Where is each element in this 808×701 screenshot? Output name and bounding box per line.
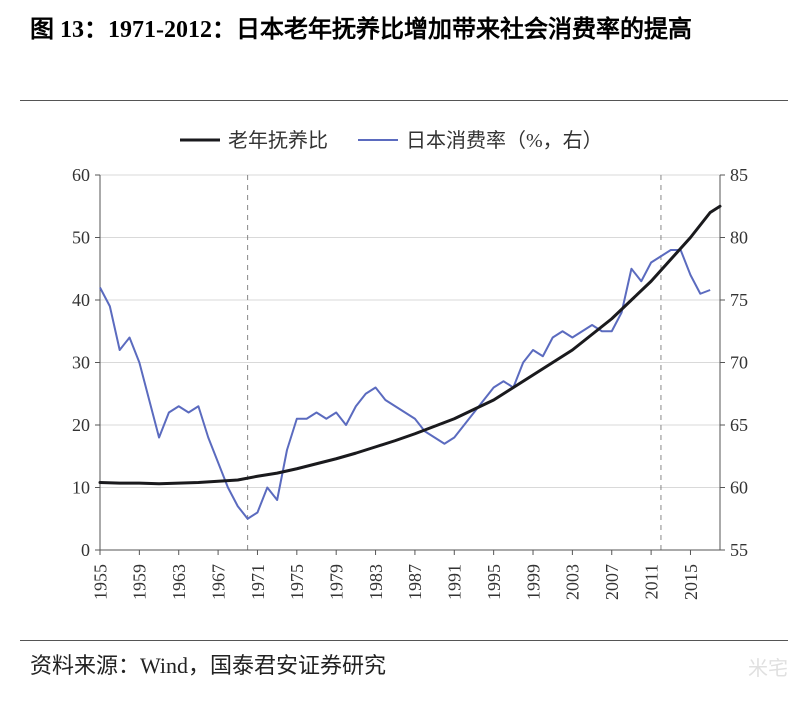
svg-text:55: 55 bbox=[730, 540, 748, 560]
svg-text:65: 65 bbox=[730, 415, 748, 435]
svg-text:50: 50 bbox=[72, 228, 90, 248]
svg-text:2015: 2015 bbox=[681, 564, 701, 600]
chart-area: 0 10 20 30 40 50 60 55 60 65 70 75 80 85 1955 1959 1963 1… bbox=[40, 120, 780, 630]
source-text: 资料来源：Wind，国泰君安证券研究 bbox=[30, 648, 386, 680]
divider-top bbox=[20, 100, 788, 101]
svg-text:1967: 1967 bbox=[208, 564, 228, 600]
svg-text:60: 60 bbox=[730, 478, 748, 498]
svg-text:1991: 1991 bbox=[445, 564, 465, 600]
svg-text:1995: 1995 bbox=[484, 564, 504, 600]
svg-text:60: 60 bbox=[72, 165, 90, 185]
svg-text:1983: 1983 bbox=[366, 564, 386, 600]
svg-text:1979: 1979 bbox=[326, 564, 346, 600]
svg-text:85: 85 bbox=[730, 165, 748, 185]
svg-text:30: 30 bbox=[72, 353, 90, 373]
svg-text:1971: 1971 bbox=[248, 564, 268, 600]
svg-text:20: 20 bbox=[72, 415, 90, 435]
watermark: 米宅 bbox=[748, 652, 788, 681]
svg-text:1955: 1955 bbox=[90, 564, 110, 600]
svg-text:1959: 1959 bbox=[130, 564, 150, 600]
svg-text:10: 10 bbox=[72, 478, 90, 498]
svg-text:75: 75 bbox=[730, 290, 748, 310]
svg-text:70: 70 bbox=[730, 353, 748, 373]
svg-text:日本消费率（%，右）: 日本消费率（%，右） bbox=[406, 129, 603, 152]
svg-text:1999: 1999 bbox=[523, 564, 543, 600]
svg-text:40: 40 bbox=[72, 290, 90, 310]
svg-text:2007: 2007 bbox=[602, 564, 622, 600]
svg-text:老年抚养比: 老年抚养比 bbox=[228, 129, 328, 152]
chart-title: 图 13：1971-2012：日本老年抚养比增加带来社会消费率的提高 bbox=[30, 12, 778, 48]
svg-text:80: 80 bbox=[730, 228, 748, 248]
svg-text:1975: 1975 bbox=[287, 564, 307, 600]
chart-svg: 0 10 20 30 40 50 60 55 60 65 70 75 80 85 1955 1959 1963 1… bbox=[40, 120, 780, 630]
svg-text:0: 0 bbox=[81, 540, 90, 560]
svg-text:1987: 1987 bbox=[405, 564, 425, 600]
divider-bottom bbox=[20, 640, 788, 641]
svg-text:2011: 2011 bbox=[641, 564, 661, 599]
svg-text:1963: 1963 bbox=[169, 564, 189, 600]
svg-text:2003: 2003 bbox=[563, 564, 583, 600]
